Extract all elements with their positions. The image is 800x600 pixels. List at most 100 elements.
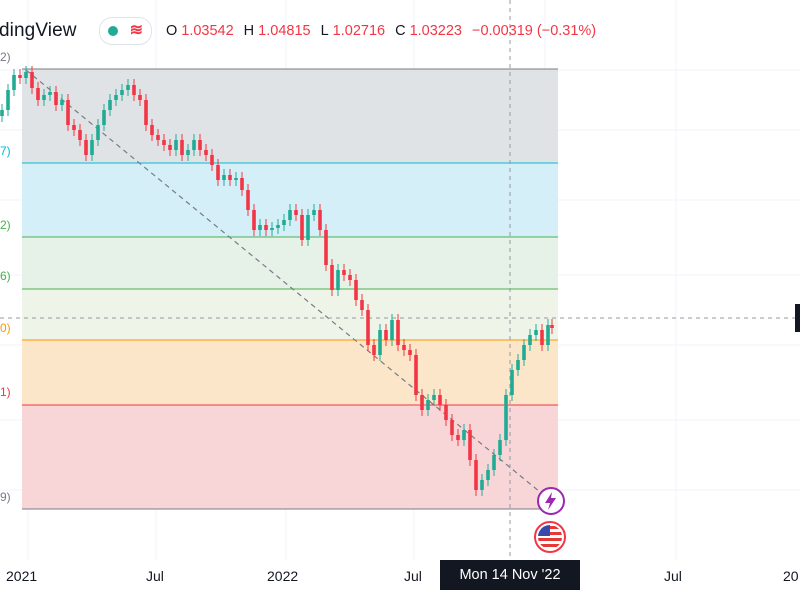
candle-body (180, 140, 184, 155)
x-tick-jul-2: Jul (404, 568, 422, 584)
candle-body (174, 140, 178, 150)
market-status-dot (107, 26, 118, 36)
candle-body (30, 72, 34, 88)
candle-body (456, 435, 460, 440)
candle-body (240, 178, 244, 190)
candle-body (42, 95, 46, 100)
close-value: 1.03223 (409, 23, 462, 39)
candle-body (162, 140, 166, 145)
x-tick-20: 20 (783, 568, 799, 584)
candle-body (126, 85, 130, 90)
candle-body (486, 470, 490, 480)
candle-body (450, 420, 454, 435)
status-pill[interactable]: ≋ (98, 17, 152, 45)
candle-body (324, 230, 328, 265)
candle-body (264, 225, 268, 230)
candle-body (6, 90, 10, 110)
candle-body (462, 430, 466, 440)
lightning-icon[interactable] (535, 485, 567, 517)
candle-body (384, 330, 388, 340)
candle-body (528, 335, 532, 345)
candle-body (228, 175, 232, 180)
fib-zone (22, 289, 558, 340)
wave-icon: ≋ (129, 22, 143, 39)
candle-body (480, 480, 484, 490)
candle-body (282, 220, 286, 225)
candle-body (550, 325, 554, 328)
candle-body (378, 330, 382, 355)
candle-body (258, 225, 262, 230)
candle-body (156, 135, 160, 140)
fib-zone (22, 340, 558, 405)
x-tick-2022: 2022 (267, 568, 299, 584)
candle-body (510, 370, 514, 395)
candle-body (198, 140, 202, 150)
open-value: 1.03542 (181, 23, 234, 39)
candle-body (390, 320, 394, 340)
us-flag-icon[interactable] (533, 520, 567, 554)
candle-body (54, 92, 58, 105)
candle-body (114, 95, 118, 100)
fib-zone (22, 405, 558, 509)
candle-body (372, 345, 376, 355)
candle-body (78, 130, 82, 140)
candle-body (438, 395, 442, 405)
crosshair-date-label: Mon 14 Nov '22 (440, 560, 580, 590)
fib-label-5: 0) (0, 321, 11, 335)
candle-body (492, 455, 496, 470)
high-label: H (243, 23, 255, 39)
candle-body (132, 85, 136, 95)
candle-body (18, 75, 22, 78)
candle-body (468, 430, 472, 460)
fib-zone (22, 237, 558, 289)
candle-body (246, 190, 250, 210)
close-label: C (395, 23, 406, 39)
candle-body (138, 95, 142, 100)
candle-body (312, 210, 316, 215)
candle-body (366, 310, 370, 345)
candle-body (36, 88, 40, 100)
candle-body (0, 110, 4, 116)
candle-body (60, 100, 64, 105)
candle-body (294, 210, 298, 215)
candle-body (252, 210, 256, 230)
candle-body (516, 360, 520, 370)
candle-body (504, 395, 508, 440)
candle-body (342, 270, 346, 275)
candle-body (354, 280, 358, 300)
candle-body (48, 92, 52, 95)
fib-label-3: 2) (0, 218, 11, 232)
candle-body (234, 178, 238, 180)
candle-body (288, 210, 292, 220)
high-value: 1.04815 (258, 23, 311, 39)
low-label: L (320, 23, 329, 39)
candle-body (144, 100, 148, 125)
candle-body (534, 330, 538, 335)
brand-name: dingView (0, 20, 77, 41)
candle-body (498, 440, 502, 455)
low-value: 1.02716 (332, 23, 386, 39)
candle-body (192, 140, 196, 150)
candle-body (546, 325, 550, 345)
candle-body (360, 300, 364, 310)
candle-body (276, 225, 280, 228)
candle-body (168, 145, 172, 150)
x-tick-jul-1: Jul (146, 568, 164, 584)
candle-body (204, 150, 208, 155)
candle-body (414, 355, 418, 395)
candle-body (66, 100, 70, 125)
fib-label-6: 1) (0, 385, 11, 399)
candle-body (402, 345, 406, 350)
candle-body (96, 125, 100, 140)
candle-body (216, 165, 220, 180)
candle-body (186, 150, 190, 155)
candle-body (474, 460, 478, 490)
ohlc-readout: O 1.03542 H 1.04815 L 1.02716 C 1.03223 −0.0… (166, 23, 602, 39)
x-tick-2021: 2021 (6, 568, 38, 584)
candle-body (24, 72, 28, 78)
fib-label-2: 7) (0, 144, 11, 158)
candle-body (420, 395, 424, 410)
candle-body (432, 395, 436, 400)
